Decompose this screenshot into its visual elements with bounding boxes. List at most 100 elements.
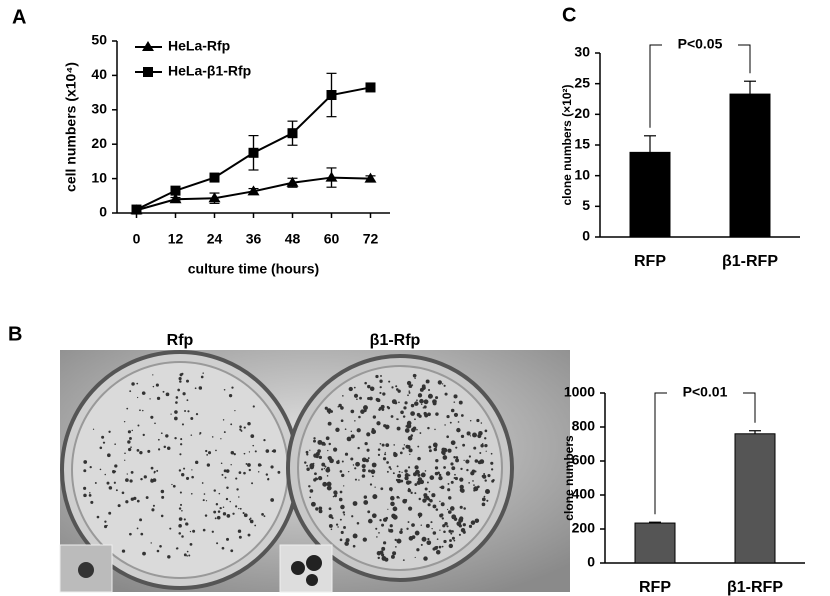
colony xyxy=(441,517,444,520)
colony xyxy=(129,437,132,440)
colony xyxy=(459,484,464,490)
colony xyxy=(175,401,178,404)
colony xyxy=(424,487,428,491)
panel-letter: A xyxy=(12,6,26,28)
colony xyxy=(230,423,233,426)
colony xyxy=(343,513,346,516)
colony xyxy=(222,506,225,508)
colony xyxy=(421,384,426,389)
colony xyxy=(195,460,199,465)
colony xyxy=(335,523,339,526)
colony xyxy=(390,554,395,559)
colony xyxy=(451,466,456,471)
colony xyxy=(408,390,411,392)
marker xyxy=(325,171,338,182)
colony xyxy=(160,432,163,435)
legend-label: HeLa-β1-Rfp xyxy=(168,63,251,79)
colony xyxy=(388,466,392,469)
colony xyxy=(434,428,436,431)
colony xyxy=(174,436,177,440)
colony xyxy=(434,445,438,449)
colony xyxy=(223,431,226,434)
colony xyxy=(175,396,179,399)
colony xyxy=(484,443,488,448)
colony xyxy=(326,466,330,470)
colony xyxy=(257,471,260,473)
colony xyxy=(443,539,447,544)
colony xyxy=(270,465,274,469)
colony xyxy=(441,383,444,385)
colony xyxy=(403,444,406,446)
colony xyxy=(139,518,143,522)
colony xyxy=(335,427,340,432)
colony xyxy=(442,455,448,460)
colony xyxy=(479,451,482,454)
colony xyxy=(389,528,394,533)
colony xyxy=(435,412,439,416)
colony xyxy=(114,470,117,473)
y-tick-label: 30 xyxy=(91,101,107,117)
colony xyxy=(226,537,230,541)
colony xyxy=(402,559,405,561)
colony xyxy=(220,438,222,440)
marker xyxy=(170,185,181,196)
colony xyxy=(367,397,371,400)
colony xyxy=(231,386,234,389)
colony xyxy=(435,508,439,511)
colony xyxy=(446,435,449,439)
colony xyxy=(96,515,100,519)
colony xyxy=(206,463,211,467)
photo-label: Rfp xyxy=(167,332,194,349)
colony xyxy=(220,462,223,465)
colony xyxy=(308,485,311,488)
colony xyxy=(157,438,160,441)
colony xyxy=(328,514,333,519)
colony xyxy=(326,485,332,491)
colony xyxy=(350,430,353,433)
colony xyxy=(313,437,316,440)
colony xyxy=(224,476,227,479)
colony xyxy=(215,503,219,506)
colony xyxy=(159,544,162,548)
colony xyxy=(450,532,453,535)
colony xyxy=(178,507,182,510)
y-tick-label: 0 xyxy=(582,228,590,244)
colony xyxy=(383,518,387,522)
colony xyxy=(162,390,165,393)
colony xyxy=(155,383,159,387)
y-tick-label: 15 xyxy=(574,136,590,152)
colony xyxy=(407,521,410,524)
colony xyxy=(385,516,389,520)
colony xyxy=(366,448,370,452)
colony xyxy=(92,428,95,430)
colony xyxy=(251,482,254,485)
colony xyxy=(333,447,338,452)
colony xyxy=(385,443,390,447)
colony xyxy=(250,434,255,438)
colony xyxy=(339,490,343,494)
colony xyxy=(338,497,343,502)
colony xyxy=(206,453,209,456)
colony xyxy=(451,530,454,533)
colony xyxy=(350,409,355,414)
colony xyxy=(233,452,236,456)
colony xyxy=(386,470,389,473)
colony xyxy=(389,468,392,470)
colony xyxy=(318,476,323,481)
colony xyxy=(325,436,330,441)
colony xyxy=(226,486,229,489)
colony xyxy=(108,486,113,490)
colony xyxy=(171,483,173,486)
colony xyxy=(358,415,361,419)
colony xyxy=(225,497,229,501)
colony xyxy=(265,473,269,476)
colony xyxy=(450,440,456,446)
colony xyxy=(425,523,430,528)
colony xyxy=(180,438,183,441)
colony xyxy=(446,525,449,528)
colony xyxy=(367,510,371,514)
bracket xyxy=(654,392,756,515)
colony xyxy=(131,429,133,432)
colony xyxy=(324,406,328,410)
colony xyxy=(249,519,254,524)
